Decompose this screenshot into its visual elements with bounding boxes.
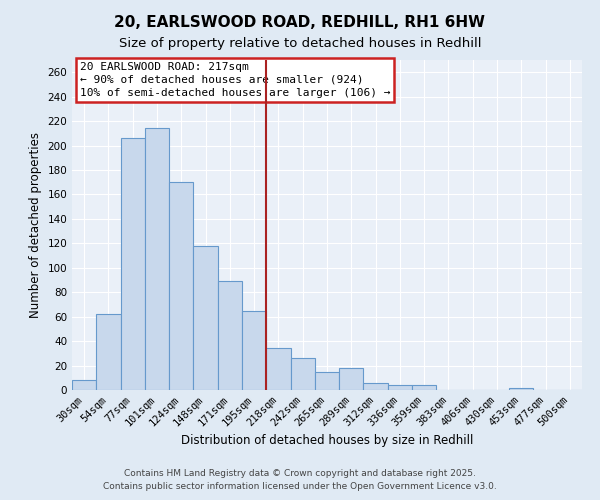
Bar: [388, 385, 412, 390]
Bar: [266, 348, 290, 390]
Y-axis label: Number of detached properties: Number of detached properties: [29, 132, 42, 318]
Text: Contains HM Land Registry data © Crown copyright and database right 2025.: Contains HM Land Registry data © Crown c…: [124, 468, 476, 477]
Bar: [145, 128, 169, 390]
Bar: [315, 372, 339, 390]
X-axis label: Distribution of detached houses by size in Redhill: Distribution of detached houses by size …: [181, 434, 473, 447]
Bar: [218, 281, 242, 390]
Bar: [290, 358, 315, 390]
Bar: [121, 138, 145, 390]
Bar: [339, 368, 364, 390]
Bar: [96, 314, 121, 390]
Bar: [193, 246, 218, 390]
Text: Contains public sector information licensed under the Open Government Licence v3: Contains public sector information licen…: [103, 482, 497, 491]
Bar: [509, 388, 533, 390]
Bar: [242, 310, 266, 390]
Bar: [412, 385, 436, 390]
Text: 20, EARLSWOOD ROAD, REDHILL, RH1 6HW: 20, EARLSWOOD ROAD, REDHILL, RH1 6HW: [115, 15, 485, 30]
Bar: [364, 382, 388, 390]
Bar: [169, 182, 193, 390]
Text: Size of property relative to detached houses in Redhill: Size of property relative to detached ho…: [119, 38, 481, 51]
Bar: [72, 380, 96, 390]
Text: 20 EARLSWOOD ROAD: 217sqm
← 90% of detached houses are smaller (924)
10% of semi: 20 EARLSWOOD ROAD: 217sqm ← 90% of detac…: [80, 62, 390, 98]
